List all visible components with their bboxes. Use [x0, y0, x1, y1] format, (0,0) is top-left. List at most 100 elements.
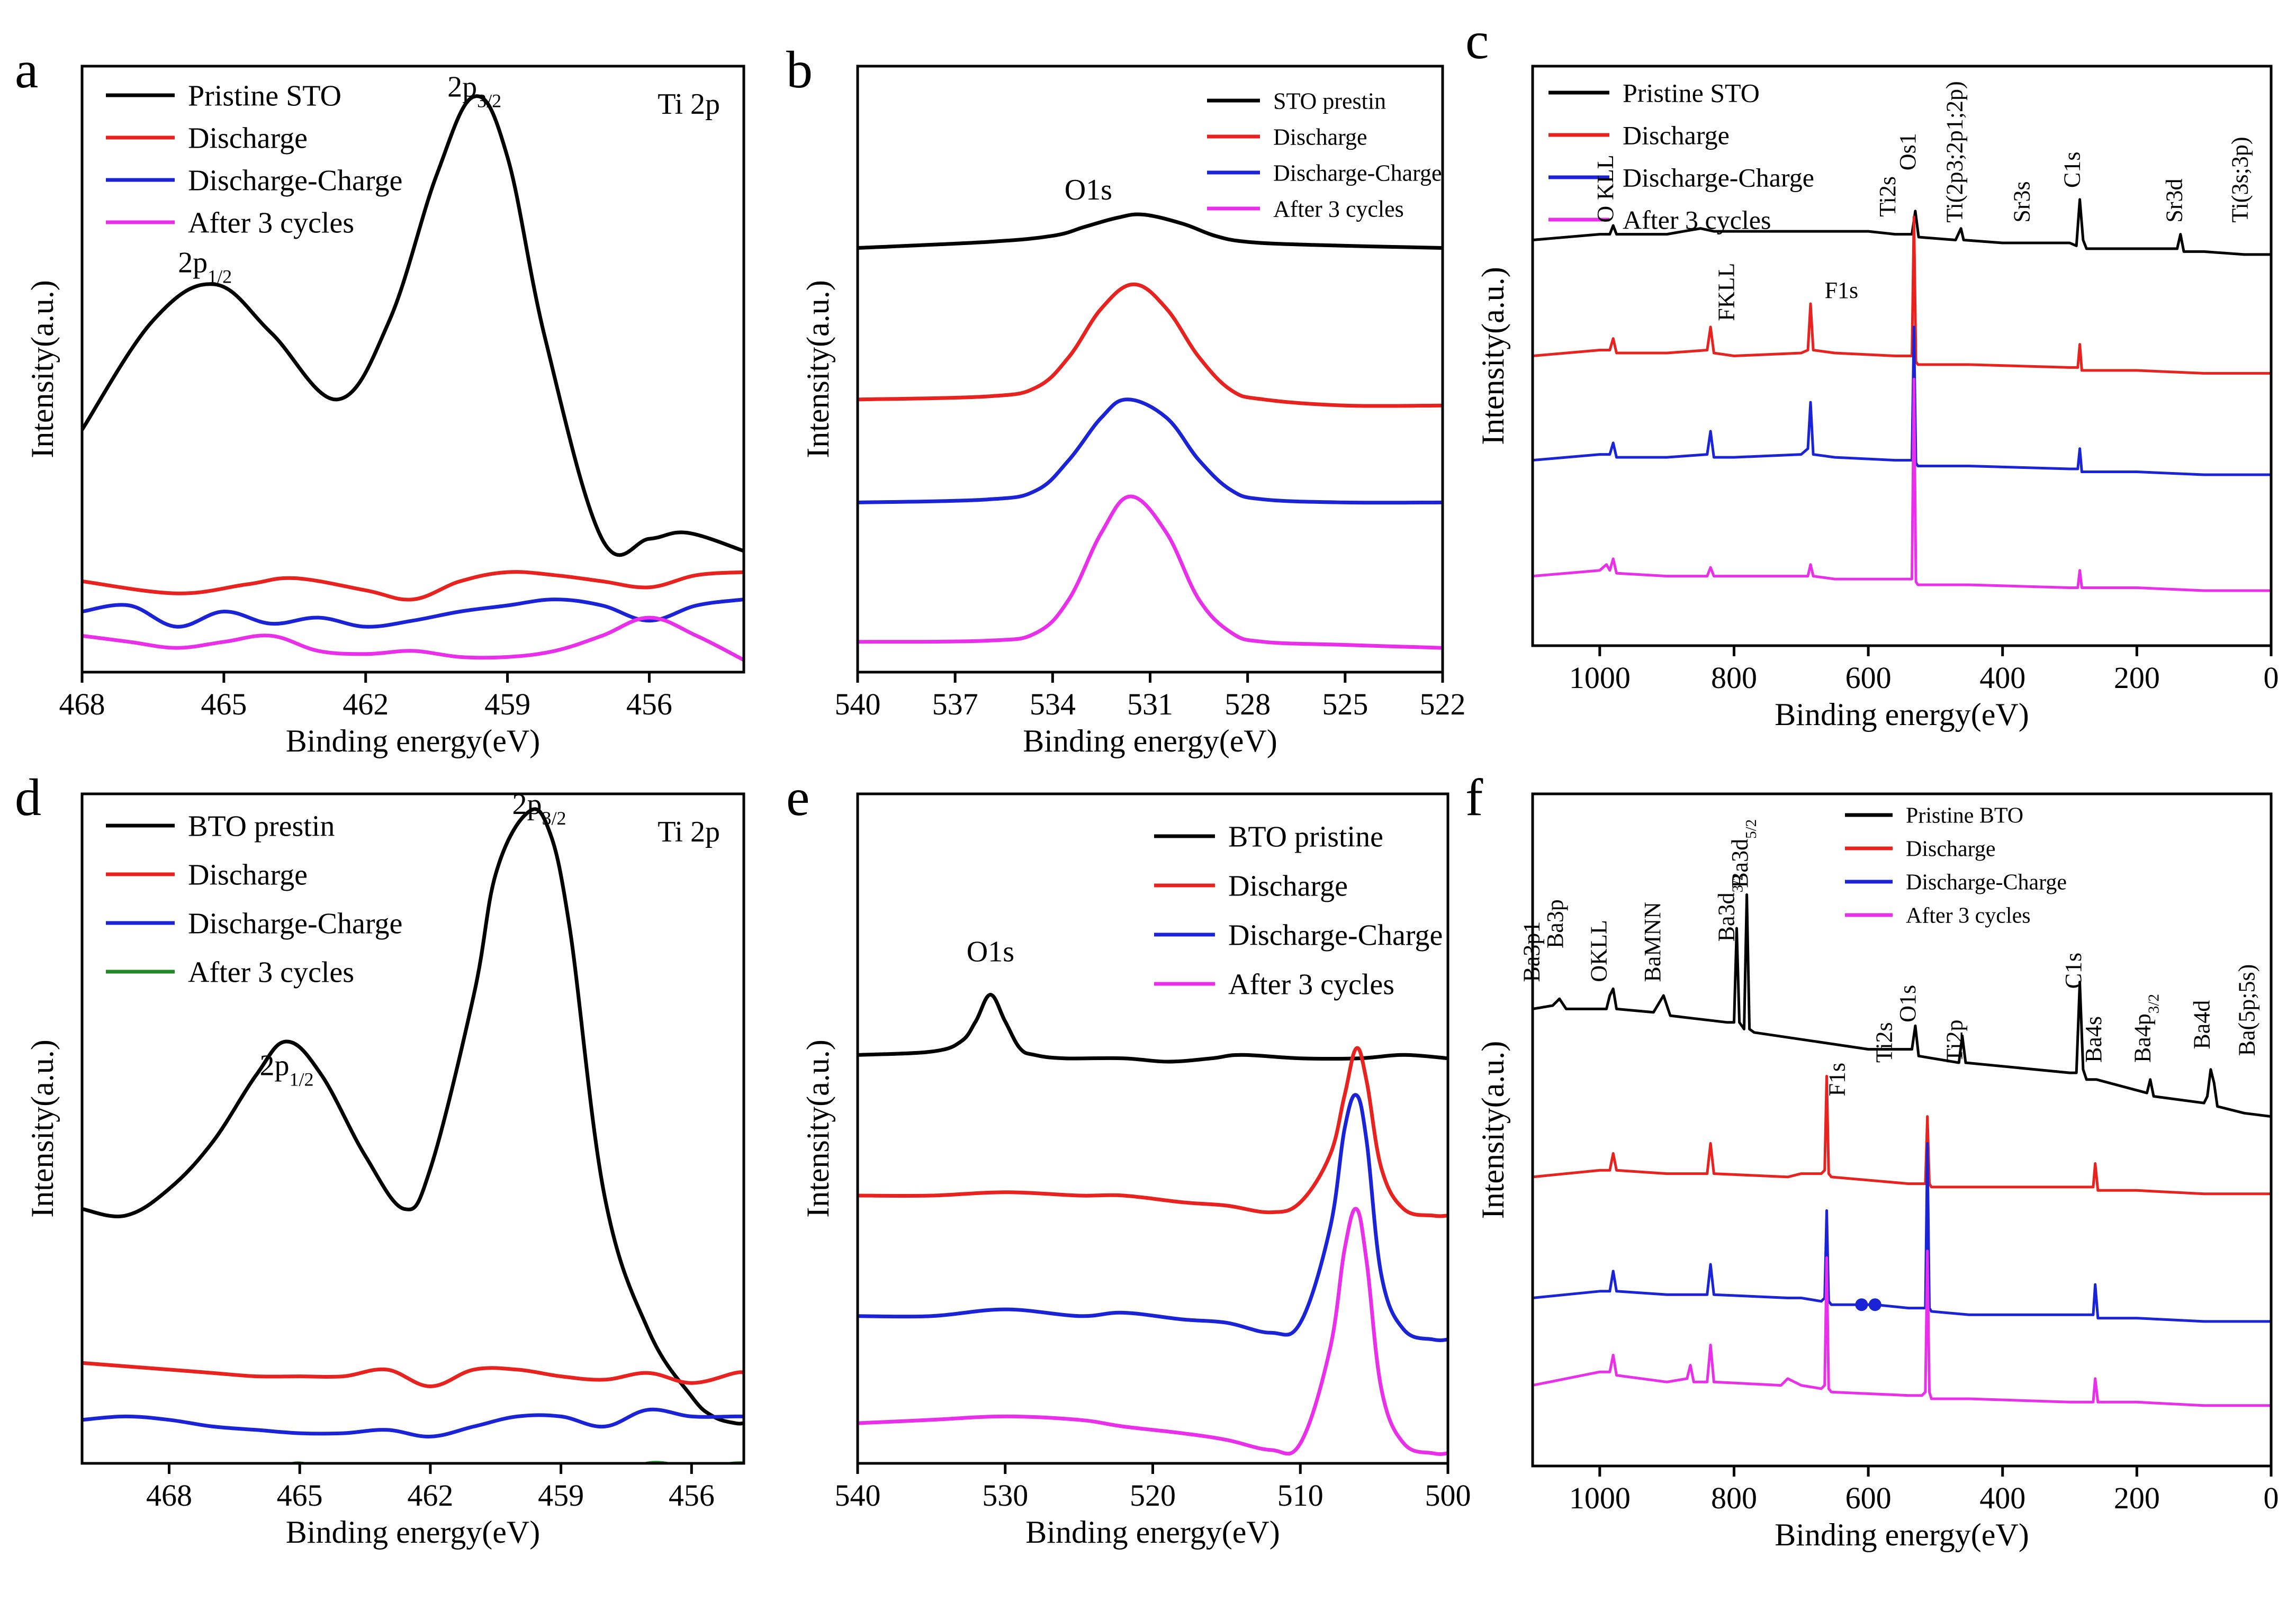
x-axis-label-d: Binding energy(eV)	[286, 1515, 540, 1550]
y-axis-label-a: Intensity(a.u.)	[25, 280, 60, 458]
x-tick-label-b-1: 537	[932, 687, 978, 721]
annotation-f-0: Ba3p1	[1519, 921, 1545, 982]
x-tick-label-c-1: 800	[1711, 660, 1757, 695]
annotation-f-10: Ba4s	[2081, 1016, 2106, 1063]
x-tick-label-c-5: 0	[2264, 660, 2279, 695]
series-line-d-1	[82, 1361, 744, 1388]
series-line-b-2	[858, 397, 1443, 505]
x-tick-label-e-1: 530	[982, 1478, 1028, 1513]
x-tick-label-a-0: 468	[59, 687, 105, 721]
annotation-f-2: OKLL	[1586, 920, 1612, 982]
x-tick-label-f-1: 800	[1711, 1481, 1757, 1515]
axis-frame-a	[80, 65, 745, 674]
legend-label-a-1: Discharge	[188, 122, 308, 155]
annotation-f-13: Ba(5p;5s)	[2234, 964, 2259, 1056]
x-axis-label-a: Binding energy(eV)	[286, 723, 540, 758]
corner-label-d: Ti 2p	[658, 816, 720, 848]
x-tick-label-a-2: 462	[343, 687, 389, 721]
legend-label-b-2: Discharge-Charge	[1273, 160, 1442, 186]
axis-frame-d	[80, 792, 745, 1465]
x-tick-label-a-4: 456	[626, 687, 672, 721]
legend-label-b-3: After 3 cycles	[1273, 196, 1404, 222]
annotation-c-2: Os1	[1895, 133, 1921, 170]
x-tick-label-d-4: 456	[669, 1478, 715, 1513]
series-line-e-3	[858, 1207, 1448, 1456]
marker-dot-f-1	[1868, 1298, 1881, 1311]
annotation-c-0: O KLL	[1592, 155, 1618, 222]
x-tick-label-f-3: 400	[1979, 1481, 2025, 1515]
y-axis-label-d: Intensity(a.u.)	[25, 1039, 60, 1218]
series-line-a-0	[82, 94, 744, 557]
corner-label-a: Ti 2p	[658, 88, 720, 121]
legend-label-a-0: Pristine STO	[188, 80, 341, 113]
series-line-e-1	[858, 1046, 1448, 1218]
x-tick-label-e-4: 500	[1425, 1478, 1471, 1513]
legend-label-f-2: Discharge-Charge	[1906, 871, 2067, 895]
x-tick-label-c-2: 600	[1845, 660, 1892, 695]
annotation-f-7: O1s	[1895, 985, 1921, 1022]
annotation-f-1: Ba3p	[1542, 899, 1568, 948]
panel-label-b: b	[786, 40, 813, 99]
legend-label-a-3: After 3 cycles	[188, 207, 354, 240]
annotation-c-1: Ti2s	[1875, 176, 1901, 217]
marker-dot-f-0	[1855, 1298, 1868, 1311]
series-line-c-3	[1533, 377, 2271, 592]
x-tick-label-b-0: 540	[835, 687, 881, 721]
x-tick-label-e-2: 520	[1130, 1478, 1176, 1513]
y-axis-label-b: Intensity(a.u.)	[800, 280, 835, 458]
series-line-c-0	[1533, 198, 2271, 256]
panel-label-c: c	[1465, 11, 1489, 70]
annotation-c-3: Ti(2p3;2p1;2p)	[1942, 81, 1968, 222]
legend-label-c-3: After 3 cycles	[1623, 205, 1771, 235]
series-line-d-2	[82, 1407, 744, 1438]
x-tick-label-d-1: 465	[277, 1478, 323, 1513]
x-axis-label-c: Binding energy(eV)	[1775, 697, 2029, 732]
x-tick-label-c-4: 200	[2114, 660, 2160, 695]
series-line-d-0	[82, 807, 744, 1426]
x-tick-label-b-3: 531	[1127, 687, 1173, 721]
legend-label-b-1: Discharge	[1273, 124, 1367, 150]
x-tick-label-c-3: 400	[1979, 660, 2025, 695]
axis-frame-c	[1531, 65, 2273, 647]
legend-label-e-2: Discharge-Charge	[1228, 919, 1443, 952]
annotation-f-3: BaMNN	[1640, 902, 1665, 982]
legend-label-e-1: Discharge	[1228, 870, 1348, 903]
x-axis-label-f: Binding energy(eV)	[1775, 1517, 2029, 1552]
x-tick-label-e-0: 540	[835, 1478, 881, 1513]
annotation-f-12: Ba4d	[2189, 1000, 2214, 1049]
annotation-f-9: C1s	[2060, 953, 2086, 989]
x-tick-label-f-0: 1000	[1569, 1481, 1631, 1515]
x-tick-label-d-2: 462	[407, 1478, 453, 1513]
y-axis-label-c: Intensity(a.u.)	[1475, 267, 1510, 445]
x-tick-label-f-4: 200	[2114, 1481, 2160, 1515]
annotation-c-8: FKLL	[1713, 263, 1739, 321]
annotation-f-14: F1s	[1824, 1063, 1850, 1097]
panel-label-d: d	[15, 768, 41, 827]
series-line-f-0	[1533, 893, 2271, 1118]
x-tick-label-f-2: 600	[1845, 1481, 1892, 1515]
legend-label-e-0: BTO pristine	[1228, 821, 1383, 854]
annotation-c-6: Sr3d	[2161, 179, 2187, 223]
x-tick-label-b-4: 528	[1224, 687, 1271, 721]
series-line-f-1	[1533, 1074, 2271, 1196]
annotation-c-9: F1s	[1825, 277, 1859, 303]
annotation-c-5: C1s	[2059, 151, 2085, 187]
x-tick-label-a-1: 465	[201, 687, 247, 721]
annotation-c-4: Sr3s	[2009, 181, 2034, 222]
annotation-f-8: Ti2p	[1942, 1019, 1968, 1063]
x-tick-label-d-0: 468	[146, 1478, 192, 1513]
panel-label-f: f	[1465, 768, 1483, 827]
y-axis-label-e: Intensity(a.u.)	[800, 1039, 835, 1218]
panel-label-a: a	[15, 40, 38, 99]
axis-frame-f	[1531, 792, 2273, 1468]
x-tick-label-a-3: 459	[484, 687, 530, 721]
x-tick-label-b-5: 525	[1322, 687, 1368, 721]
series-line-b-1	[858, 282, 1443, 408]
x-tick-label-e-3: 510	[1277, 1478, 1323, 1513]
x-axis-label-e: Binding energy(eV)	[1025, 1515, 1280, 1550]
legend-label-c-2: Discharge-Charge	[1623, 163, 1814, 193]
series-line-e-0	[858, 993, 1448, 1064]
annotation-b-0: O1s	[1065, 174, 1112, 206]
legend-label-c-1: Discharge	[1623, 121, 1730, 150]
